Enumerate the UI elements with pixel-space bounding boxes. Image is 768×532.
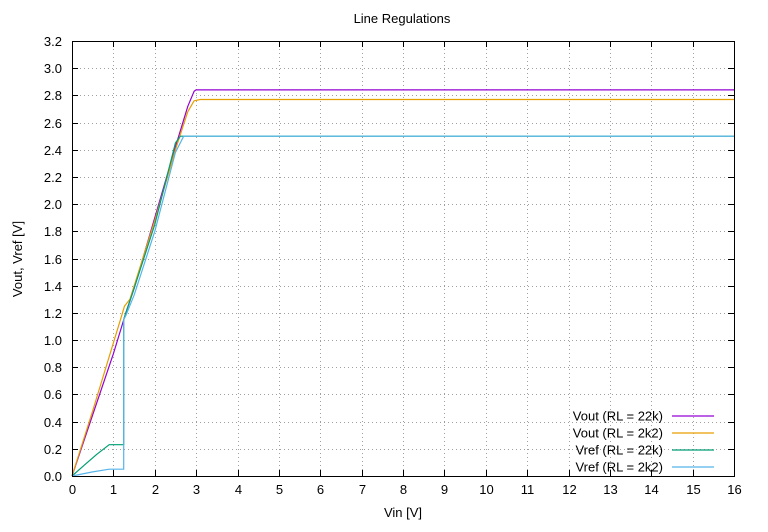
y-tick-label: 1.2 [44,306,62,321]
x-tick-label: 4 [235,482,242,497]
y-tick-label: 2.6 [44,116,62,131]
x-tick-label: 1 [110,482,117,497]
x-tick-label: 10 [479,482,493,497]
y-tick-label: 2.4 [44,143,62,158]
legend-label: Vref (RL = 2k2) [575,460,663,475]
x-tick-label: 0 [69,482,76,497]
y-tick-label: 2.0 [44,197,62,212]
legend: Vout (RL = 22k) Vout (RL = 2k2) Vref (RL =… [573,409,714,475]
x-tick-label: 12 [562,482,576,497]
x-tick-labels: 0 1 2 3 4 5 6 7 8 9 10 11 12 13 14 15 16 [69,482,742,497]
y-tick-label: 0.8 [44,360,62,375]
series-line [71,98,734,477]
y-tick-labels: 0.0 0.2 0.4 0.6 0.8 1.0 1.2 1.4 1.6 1.8 2.0 2.2 2.4 2… [44,34,62,484]
x-tick-label: 15 [686,482,700,497]
y-axis-title: Vout, Vref [V] [10,221,25,297]
x-tick-label: 13 [603,482,617,497]
x-axis-title: Vin [V] [384,505,422,520]
chart-title: Line Regulations [354,11,451,26]
series-line [71,135,734,477]
series-line [71,135,734,477]
legend-label: Vout (RL = 22k) [573,409,663,424]
x-tick-label: 9 [441,482,448,497]
y-tick-label: 0.2 [44,442,62,457]
x-tick-label: 14 [644,482,658,497]
x-tick-label: 3 [193,482,200,497]
y-tick-label: 0.4 [44,415,62,430]
y-tick-label: 0.0 [44,469,62,484]
y-tick-label: 1.6 [44,252,62,267]
y-tick-label: 3.0 [44,61,62,76]
y-tick-label: 0.6 [44,387,62,402]
series-lines [71,89,734,477]
x-tick-label: 8 [400,482,407,497]
x-tick-label: 6 [317,482,324,497]
legend-label: Vout (RL = 2k2) [573,426,663,441]
x-tick-label: 16 [727,482,741,497]
y-tick-label: 3.2 [44,34,62,49]
x-tick-label: 5 [276,482,283,497]
y-tick-label: 2.8 [44,88,62,103]
x-tick-label: 11 [521,482,535,497]
x-tick-label: 2 [152,482,159,497]
x-tick-label: 7 [359,482,366,497]
y-tick-label: 1.4 [44,279,62,294]
legend-label: Vref (RL = 22k) [575,443,663,458]
grid [72,41,734,476]
y-tick-label: 1.0 [44,333,62,348]
axis-ticks [72,41,735,477]
y-tick-label: 1.8 [44,224,62,239]
y-tick-label: 2.2 [44,170,62,185]
